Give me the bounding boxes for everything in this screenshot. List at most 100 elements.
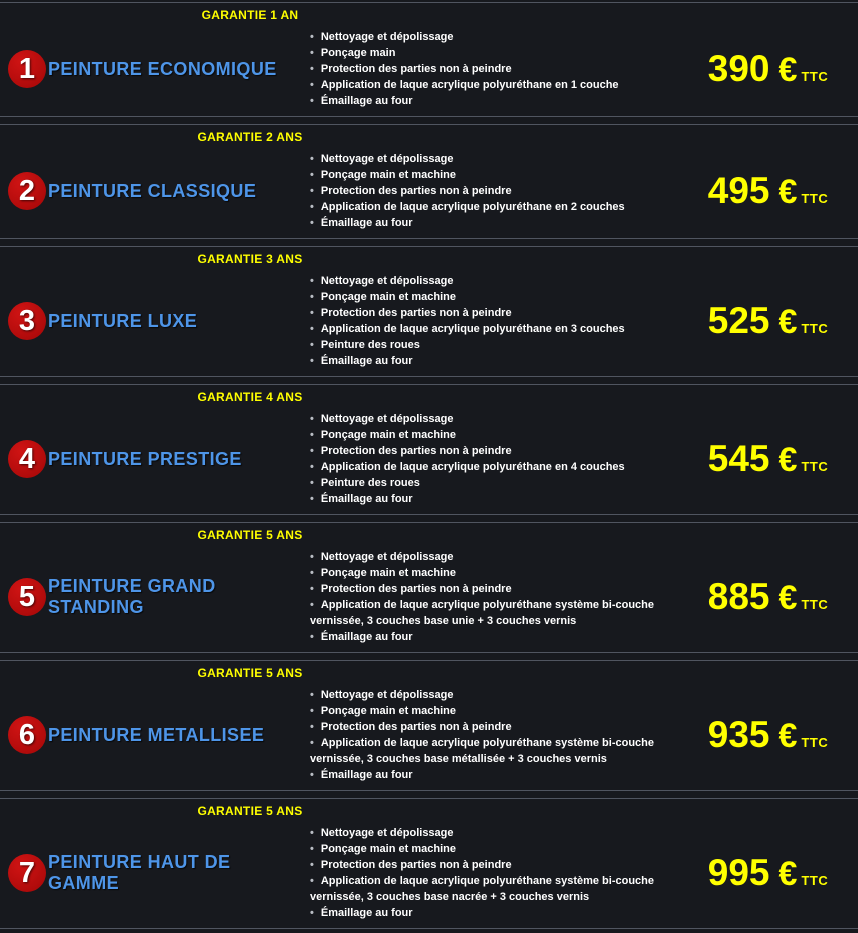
feature-item: Protection des parties non à peindre (310, 719, 696, 735)
feature-item: Nettoyage et dépolissage (310, 687, 696, 703)
package-content: 4 PEINTURE PRESTIGE Nettoyage et dépolis… (0, 411, 858, 507)
warranty-label: GARANTIE 5 ANS (197, 528, 303, 542)
package-title-link[interactable]: PEINTURE PRESTIGE (48, 448, 242, 469)
warranty-label: GARANTIE 1 AN (201, 8, 299, 22)
feature-item: Protection des parties non à peindre (310, 61, 696, 77)
feature-list: Nettoyage et dépolissagePonçage main et … (300, 687, 700, 783)
feature-item: Peinture des roues (310, 475, 696, 491)
package-title-block: 6 PEINTURE METALLISEE (0, 716, 300, 754)
tax-label: TTC (801, 69, 829, 84)
feature-list: Nettoyage et dépolissagePonçage main et … (300, 151, 700, 231)
feature-item: Ponçage main et machine (310, 167, 696, 183)
price-amount: 935 (707, 714, 770, 755)
feature-item: Ponçage main et machine (310, 841, 696, 857)
price-amount: 525 (707, 300, 770, 341)
price: 545 € TTC (700, 438, 858, 480)
package-title-block: 2 PEINTURE CLASSIQUE (0, 172, 300, 210)
feature-item: Émaillage au four (310, 905, 696, 921)
package-title-link[interactable]: PEINTURE CLASSIQUE (48, 180, 257, 201)
warranty-label: GARANTIE 5 ANS (197, 804, 303, 818)
feature-item: Nettoyage et dépolissage (310, 273, 696, 289)
price: 885 € TTC (700, 576, 858, 618)
feature-item: Protection des parties non à peindre (310, 581, 696, 597)
price: 495 € TTC (700, 170, 858, 212)
warranty-label: GARANTIE 5 ANS (197, 666, 303, 680)
euro-sign: € (778, 855, 798, 893)
feature-item: Nettoyage et dépolissage (310, 151, 696, 167)
number-badge: 7 (8, 854, 46, 892)
feature-item: Ponçage main et machine (310, 427, 696, 443)
warranty-label: GARANTIE 4 ANS (197, 390, 303, 404)
number-badge: 3 (8, 302, 46, 340)
feature-item: Nettoyage et dépolissage (310, 411, 696, 427)
price: 525 € TTC (700, 300, 858, 342)
warranty-label: GARANTIE 2 ANS (197, 130, 303, 144)
number-badge: 1 (8, 50, 46, 88)
feature-item: Peinture des roues (310, 337, 696, 353)
tax-label: TTC (801, 735, 829, 750)
number-badge: 6 (8, 716, 46, 754)
euro-sign: € (778, 441, 798, 479)
package-title-link[interactable]: PEINTURE GRAND STANDING (48, 576, 216, 617)
package-row: GARANTIE 5 ANS 5 PEINTURE GRAND STANDING… (0, 522, 858, 653)
package-content: 5 PEINTURE GRAND STANDING Nettoyage et d… (0, 549, 858, 645)
feature-item: Application de laque acrylique polyuréth… (310, 199, 696, 215)
euro-sign: € (778, 51, 798, 89)
price: 995 € TTC (700, 852, 858, 894)
feature-item: Protection des parties non à peindre (310, 183, 696, 199)
number-badge: 2 (8, 172, 46, 210)
euro-sign: € (778, 717, 798, 755)
price-amount: 495 (707, 170, 770, 211)
number-badge: 5 (8, 578, 46, 616)
feature-item: Protection des parties non à peindre (310, 443, 696, 459)
feature-item: Nettoyage et dépolissage (310, 29, 696, 45)
package-title-block: 1 PEINTURE ECONOMIQUE (0, 50, 300, 88)
package-row: GARANTIE 4 ANS 4 PEINTURE PRESTIGE Netto… (0, 384, 858, 515)
feature-list: Nettoyage et dépolissagePonçage mainProt… (300, 29, 700, 109)
package-content: 6 PEINTURE METALLISEE Nettoyage et dépol… (0, 687, 858, 783)
feature-item: Nettoyage et dépolissage (310, 825, 696, 841)
feature-item: Émaillage au four (310, 767, 696, 783)
feature-item: Émaillage au four (310, 215, 696, 231)
package-title-block: 3 PEINTURE LUXE (0, 302, 300, 340)
package-content: 7 PEINTURE HAUT DE GAMME Nettoyage et dé… (0, 825, 858, 921)
price-amount: 995 (707, 852, 770, 893)
tax-label: TTC (801, 597, 829, 612)
package-title-link[interactable]: PEINTURE ECONOMIQUE (48, 58, 277, 79)
package-row: GARANTIE 2 ANS 2 PEINTURE CLASSIQUE Nett… (0, 124, 858, 239)
feature-list: Nettoyage et dépolissagePonçage main et … (300, 825, 700, 921)
tax-label: TTC (801, 459, 829, 474)
package-title-block: 7 PEINTURE HAUT DE GAMME (0, 852, 300, 894)
feature-item: Protection des parties non à peindre (310, 857, 696, 873)
price-amount: 545 (707, 438, 770, 479)
feature-item: Ponçage main et machine (310, 565, 696, 581)
feature-item: Ponçage main (310, 45, 696, 61)
tax-label: TTC (801, 191, 829, 206)
feature-item: Ponçage main et machine (310, 703, 696, 719)
package-title-link[interactable]: PEINTURE METALLISEE (48, 724, 265, 745)
euro-sign: € (778, 173, 798, 211)
feature-item: Ponçage main et machine (310, 289, 696, 305)
feature-item: Application de laque acrylique polyuréth… (310, 321, 696, 337)
feature-item: Nettoyage et dépolissage (310, 549, 696, 565)
number-badge: 4 (8, 440, 46, 478)
feature-item: Émaillage au four (310, 491, 696, 507)
feature-item: Application de laque acrylique polyuréth… (310, 735, 696, 767)
feature-list: Nettoyage et dépolissagePonçage main et … (300, 411, 700, 507)
feature-item: Émaillage au four (310, 93, 696, 109)
feature-item: Application de laque acrylique polyuréth… (310, 597, 696, 629)
package-row: GARANTIE 1 AN 1 PEINTURE ECONOMIQUE Nett… (0, 2, 858, 117)
package-title-block: 5 PEINTURE GRAND STANDING (0, 576, 300, 618)
feature-item: Protection des parties non à peindre (310, 305, 696, 321)
package-title-link[interactable]: PEINTURE HAUT DE GAMME (48, 852, 231, 893)
warranty-label: GARANTIE 3 ANS (197, 252, 303, 266)
package-row: GARANTIE 3 ANS 3 PEINTURE LUXE Nettoyage… (0, 246, 858, 377)
price-amount: 885 (707, 576, 770, 617)
package-title-link[interactable]: PEINTURE LUXE (48, 310, 198, 331)
euro-sign: € (778, 303, 798, 341)
feature-item: Émaillage au four (310, 353, 696, 369)
package-row: GARANTIE 5 ANS 7 PEINTURE HAUT DE GAMME … (0, 798, 858, 929)
package-content: 2 PEINTURE CLASSIQUE Nettoyage et dépoli… (0, 151, 858, 231)
price-amount: 390 (707, 48, 770, 89)
